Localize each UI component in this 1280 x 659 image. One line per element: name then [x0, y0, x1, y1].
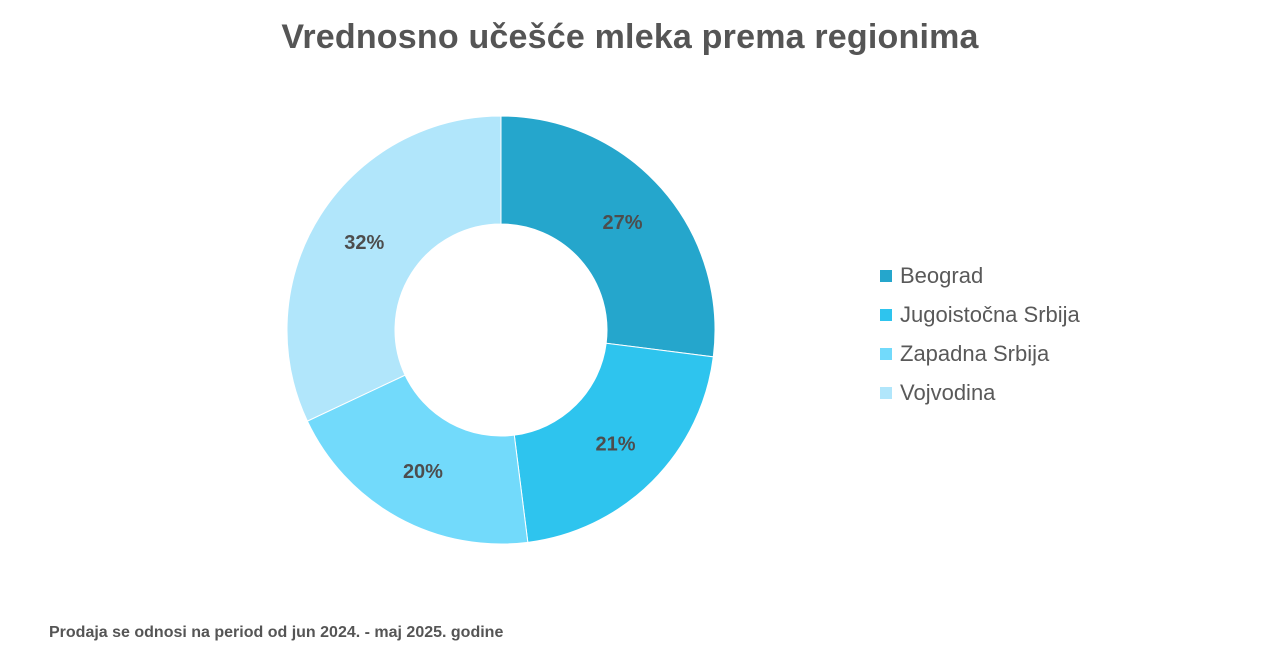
- chart-title: Vrednosno učešće mleka prema regionima: [281, 18, 979, 56]
- data-label-zapadna-srbija: 20%: [403, 461, 443, 483]
- legend-label: Vojvodina: [900, 379, 996, 405]
- legend-item: Zapadna Srbija: [880, 334, 1080, 373]
- legend-item: Beograd: [880, 256, 1080, 295]
- legend-swatch: [880, 308, 892, 321]
- legend-label: Zapadna Srbija: [900, 340, 1050, 366]
- legend-item: Vojvodina: [880, 373, 1080, 412]
- donut-slice-zapadna-srbija: [306, 374, 529, 545]
- legend-swatch: [880, 269, 892, 282]
- data-label-beograd: 27%: [603, 212, 643, 234]
- legend-label: Jugoistočna Srbija: [900, 301, 1080, 327]
- chart-legend: Beograd Jugoistočna Srbija Zapadna Srbija V…: [880, 256, 1080, 412]
- data-label-jugoisto-na-srbija: 21%: [596, 434, 636, 456]
- donut-slice-vojvodina: [286, 115, 502, 422]
- footnote: Prodaja se odnosi na period od jun 2024.…: [49, 624, 504, 641]
- data-label-vojvodina: 32%: [344, 232, 384, 254]
- legend-swatch: [880, 347, 892, 360]
- legend-label: Beograd: [900, 262, 984, 288]
- legend-item: Jugoistočna Srbija: [880, 295, 1080, 334]
- donut-slice-beograd: [500, 115, 716, 358]
- legend-swatch: [880, 386, 892, 399]
- donut-slice-jugoisto-na-srbija: [513, 342, 714, 543]
